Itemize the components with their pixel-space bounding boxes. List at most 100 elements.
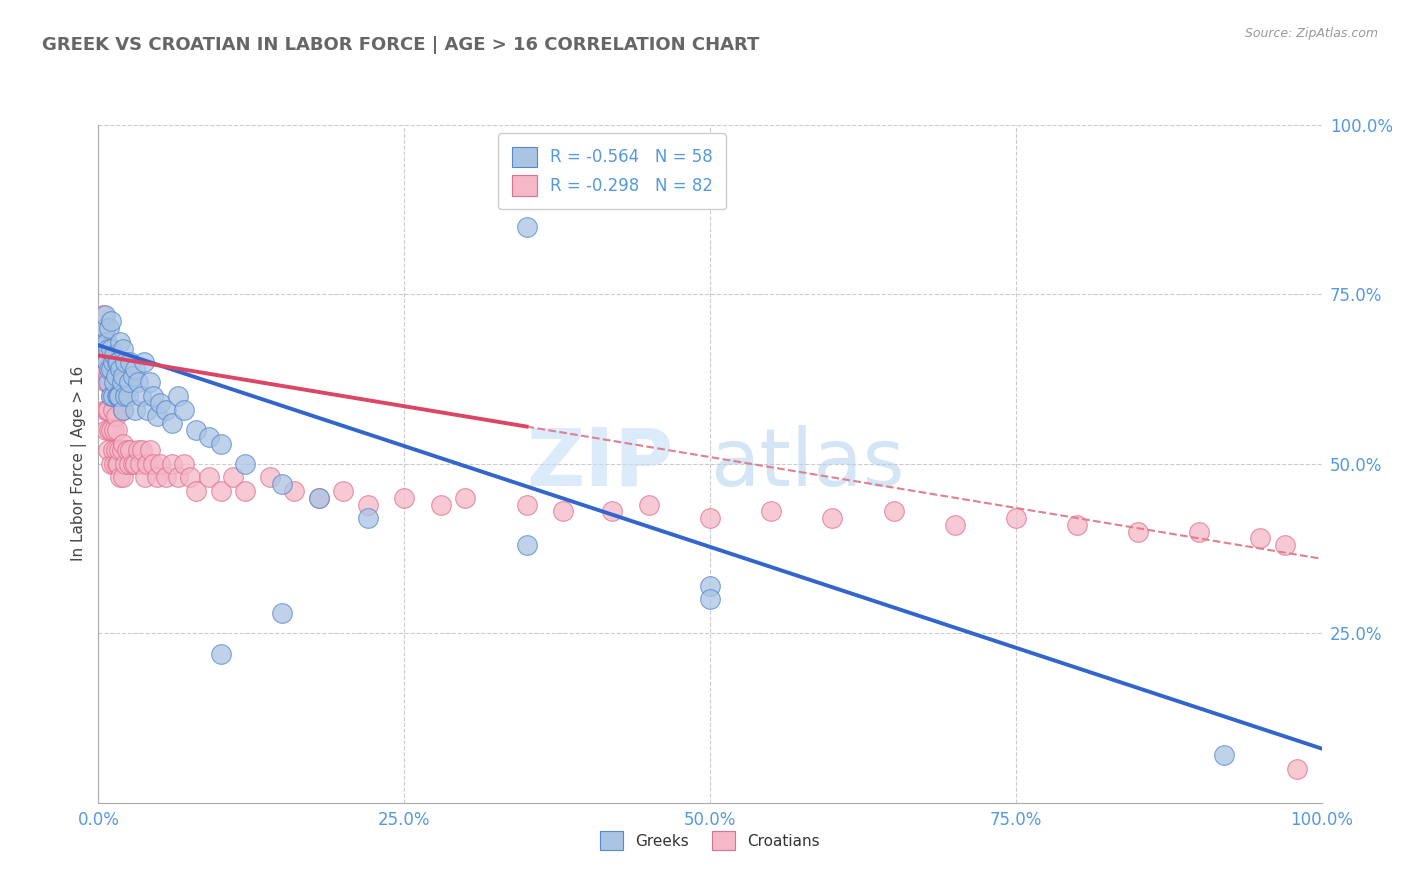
Point bbox=[270, 606, 294, 620]
Point bbox=[883, 504, 905, 518]
Point bbox=[129, 457, 152, 471]
Point bbox=[283, 483, 305, 498]
Point bbox=[107, 355, 129, 369]
Point bbox=[167, 389, 190, 403]
Text: GREEK VS CROATIAN IN LABOR FORCE | AGE > 16 CORRELATION CHART: GREEK VS CROATIAN IN LABOR FORCE | AGE >… bbox=[42, 36, 759, 54]
Point bbox=[142, 389, 165, 403]
Point bbox=[93, 402, 115, 417]
Point bbox=[167, 470, 190, 484]
Point bbox=[132, 355, 155, 369]
Point bbox=[108, 389, 131, 403]
Point bbox=[1249, 532, 1271, 546]
Point bbox=[270, 477, 294, 491]
Point bbox=[1128, 524, 1150, 539]
Point bbox=[93, 308, 115, 322]
Point bbox=[111, 436, 134, 450]
Point bbox=[104, 443, 127, 458]
Point bbox=[91, 308, 114, 322]
Point bbox=[308, 491, 330, 505]
Point bbox=[101, 443, 124, 458]
Point bbox=[97, 342, 120, 356]
Point bbox=[104, 368, 127, 383]
Point bbox=[105, 423, 128, 437]
Point bbox=[105, 389, 128, 403]
Point bbox=[699, 579, 721, 593]
Point bbox=[699, 511, 721, 525]
Legend: Greeks, Croatians: Greeks, Croatians bbox=[595, 825, 825, 856]
Point bbox=[105, 457, 128, 471]
Point bbox=[1188, 524, 1211, 539]
Point bbox=[110, 470, 132, 484]
Point bbox=[155, 402, 177, 417]
Point bbox=[100, 314, 122, 328]
Point bbox=[96, 334, 118, 349]
Point bbox=[146, 409, 169, 424]
Point bbox=[699, 592, 721, 607]
Point bbox=[1286, 762, 1309, 776]
Point bbox=[110, 334, 132, 349]
Point bbox=[103, 376, 125, 390]
Point bbox=[943, 517, 966, 532]
Point bbox=[209, 483, 232, 498]
Point bbox=[111, 402, 134, 417]
Point bbox=[114, 389, 136, 403]
Point bbox=[111, 470, 134, 484]
Point bbox=[124, 362, 146, 376]
Point bbox=[117, 389, 139, 403]
Point bbox=[515, 538, 537, 552]
Point bbox=[356, 498, 378, 512]
Point bbox=[100, 457, 122, 471]
Point bbox=[197, 470, 219, 484]
Point bbox=[127, 376, 149, 390]
Point bbox=[93, 321, 115, 335]
Point bbox=[101, 389, 124, 403]
Point bbox=[97, 368, 120, 383]
Point bbox=[1004, 511, 1026, 525]
Point bbox=[129, 389, 152, 403]
Point bbox=[108, 443, 131, 458]
Point bbox=[392, 491, 416, 505]
Point bbox=[553, 504, 575, 518]
Point bbox=[136, 457, 159, 471]
Point bbox=[308, 491, 330, 505]
Point bbox=[114, 457, 136, 471]
Point bbox=[94, 376, 117, 390]
Point bbox=[233, 457, 256, 471]
Point bbox=[197, 430, 219, 444]
Point bbox=[124, 457, 146, 471]
Point bbox=[100, 423, 122, 437]
Point bbox=[118, 376, 141, 390]
Point bbox=[100, 389, 122, 403]
Point bbox=[93, 334, 115, 349]
Point bbox=[259, 470, 281, 484]
Point bbox=[93, 362, 115, 376]
Point bbox=[139, 376, 162, 390]
Point bbox=[160, 416, 183, 430]
Point bbox=[121, 368, 143, 383]
Point bbox=[209, 436, 232, 450]
Point bbox=[139, 443, 162, 458]
Point bbox=[111, 376, 134, 390]
Point bbox=[761, 504, 783, 518]
Text: atlas: atlas bbox=[710, 425, 904, 503]
Point bbox=[107, 389, 129, 403]
Point bbox=[114, 355, 136, 369]
Point bbox=[98, 362, 121, 376]
Point bbox=[110, 362, 132, 376]
Point bbox=[160, 457, 183, 471]
Point bbox=[96, 402, 118, 417]
Point bbox=[454, 491, 477, 505]
Point bbox=[97, 402, 120, 417]
Point bbox=[94, 423, 117, 437]
Point bbox=[101, 355, 124, 369]
Point bbox=[222, 470, 245, 484]
Point bbox=[637, 498, 661, 512]
Point bbox=[155, 470, 177, 484]
Point bbox=[93, 321, 115, 335]
Point bbox=[98, 376, 121, 390]
Point bbox=[136, 402, 159, 417]
Point bbox=[97, 376, 120, 390]
Point bbox=[103, 423, 125, 437]
Point bbox=[111, 402, 134, 417]
Point bbox=[332, 483, 354, 498]
